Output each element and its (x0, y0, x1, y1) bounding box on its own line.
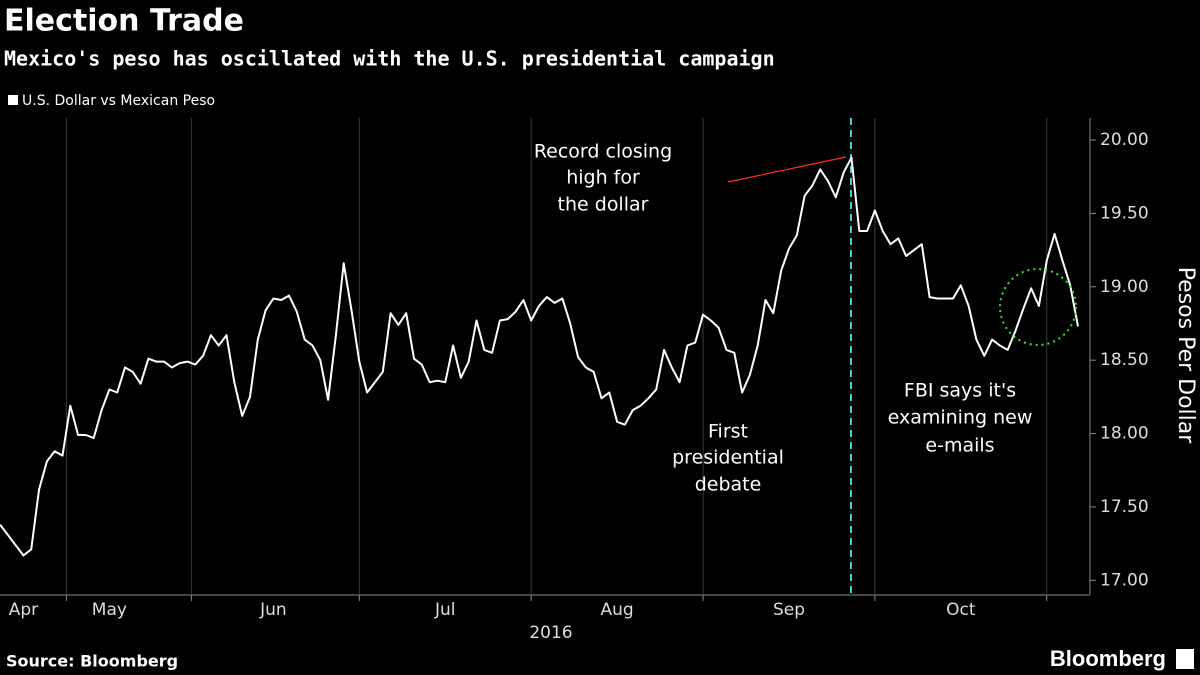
x-tick-label: Jun (259, 600, 287, 620)
x-tick-label: May (92, 600, 127, 620)
annotation: debate (695, 474, 762, 496)
y-tick-label: 17.50 (1100, 497, 1149, 517)
legend-swatch (8, 95, 18, 105)
y-tick-label: 19.50 (1100, 203, 1149, 223)
annotation: e-mails (925, 435, 994, 457)
chart-title: Election Trade (4, 4, 244, 39)
annotation: the dollar (558, 194, 649, 216)
annotation: Record closing (534, 141, 672, 163)
plot: 17.00 17.50 18.00 18.50 19.00 19.50 20.00 Apr Ma… (0, 118, 1149, 620)
legend-label: U.S. Dollar vs Mexican Peso (22, 93, 215, 109)
x-axis-label: 2016 (529, 623, 572, 643)
x-tick-label: Oct (946, 600, 976, 620)
y-axis-label: Pesos Per Dollar (1173, 267, 1198, 445)
annotation: examining new (888, 407, 1033, 429)
annotation-circle (999, 268, 1077, 346)
annotation-arrow (727, 156, 847, 183)
annotation: First (708, 421, 748, 443)
x-tick-label: Jul (434, 600, 456, 620)
brand: Bloomberg (1050, 646, 1166, 671)
x-tick-label: Aug (601, 600, 634, 620)
y-tick-label: 18.00 (1100, 424, 1149, 444)
line (0, 156, 1079, 557)
annotation: high for (566, 167, 640, 189)
y-tick-label: 18.50 (1100, 350, 1149, 370)
y-tick-label: 17.00 (1100, 570, 1149, 590)
chart-subtitle: Mexico's peso has oscillated with the U.… (4, 47, 775, 71)
annotation: presidential (672, 447, 784, 469)
x-tick-label: Sep (773, 600, 805, 620)
brand-logo (1176, 649, 1194, 669)
x-tick-label: Apr (9, 600, 38, 620)
y-tick-label: 20.00 (1100, 130, 1149, 150)
source: Source: Bloomberg (6, 652, 178, 671)
y-tick-label: 19.00 (1100, 277, 1149, 297)
annotation: FBI says it's (904, 380, 1016, 402)
